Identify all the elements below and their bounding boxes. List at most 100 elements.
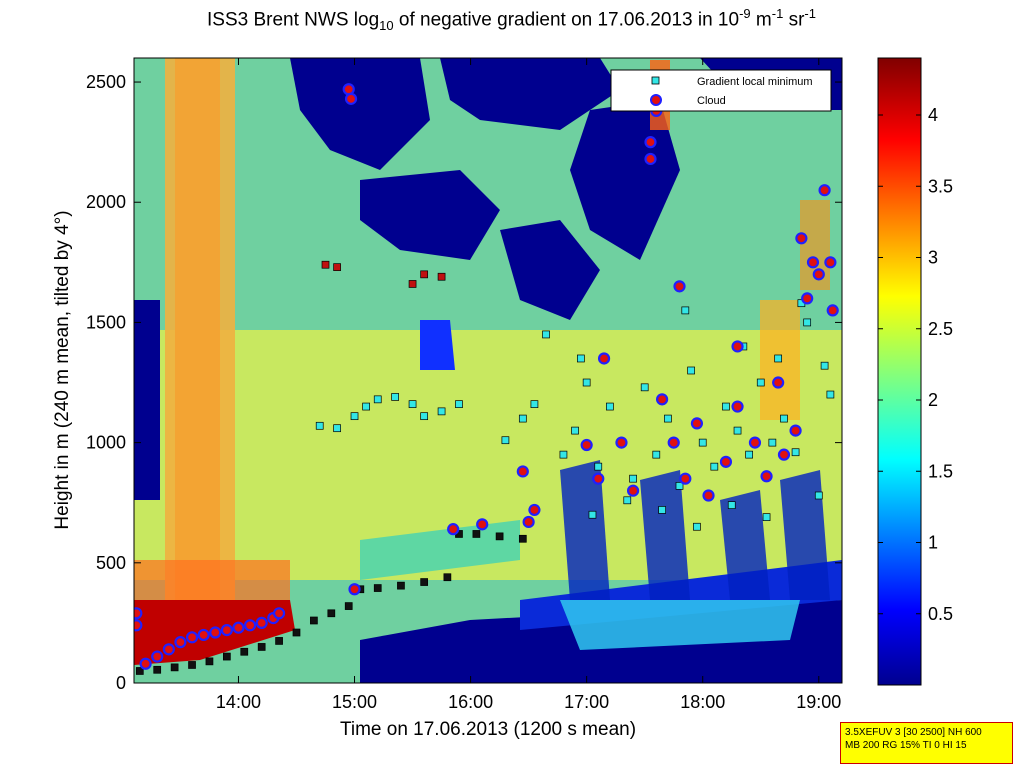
x-tick-label: 16:00 (448, 692, 493, 712)
y-tick-label: 500 (96, 553, 126, 573)
local-min-point (292, 628, 301, 637)
cloud-point (209, 626, 222, 639)
cloud-point (702, 489, 715, 502)
cloud-point (644, 136, 657, 149)
cloud-point (760, 470, 773, 483)
local-min-point (437, 272, 446, 281)
local-min-point (733, 426, 742, 435)
info-line-1: 3.5XEFUV 3 [30 2500] NH 600 (845, 727, 982, 738)
local-min-point (310, 616, 318, 625)
cloud-point (174, 636, 187, 649)
local-min-point (437, 407, 446, 416)
local-min-point (582, 378, 591, 387)
local-min-point (153, 665, 162, 674)
local-min-point (408, 280, 417, 288)
cloud-point (772, 376, 785, 389)
cloud-point (690, 417, 704, 430)
local-min-point (803, 318, 812, 327)
local-min-point (472, 530, 481, 538)
local-min-point (350, 412, 359, 421)
cloud-point (342, 83, 355, 96)
cloud-point (731, 340, 744, 353)
cloud-point (580, 438, 593, 452)
local-min-point (640, 383, 649, 392)
local-min-point (530, 400, 539, 409)
local-min-point (333, 424, 341, 433)
x-tick-label: 17:00 (564, 692, 609, 712)
local-min-point (559, 450, 568, 459)
cloud-point (806, 256, 820, 269)
scatter-series (134, 83, 839, 675)
cloud-point (522, 515, 535, 529)
cloud-point (731, 400, 744, 413)
y-axis: 0 500 1000 1500 2000 2500 (86, 72, 842, 693)
cloud-point (139, 657, 152, 670)
legend-box (610, 69, 832, 112)
y-tick-label: 0 (116, 673, 126, 693)
local-min-point (780, 414, 788, 423)
cloud-point (597, 352, 611, 365)
local-min-point (577, 354, 585, 363)
cloud-point (615, 436, 628, 449)
local-min-point (170, 663, 179, 672)
local-min-point (629, 474, 637, 483)
colorbar-tick-label: 0.5 (928, 604, 953, 624)
cloud-point (655, 393, 669, 406)
y-tick-label: 2000 (86, 192, 126, 212)
cloud-point (644, 152, 657, 166)
cloud-point (667, 436, 680, 449)
local-min-point (327, 609, 336, 618)
cloud-point (748, 436, 762, 449)
cloud-point (243, 619, 257, 632)
local-min-point (756, 378, 765, 387)
local-min-point (727, 501, 736, 509)
cloud-point (777, 448, 791, 461)
local-min-point (745, 450, 753, 459)
y-axis-label: Height in m (240 m mean, tilted by 4°) (52, 210, 73, 529)
local-min-point (594, 462, 603, 471)
cloud-point (801, 292, 814, 305)
local-min-point (223, 652, 231, 661)
y-tick-label: 2500 (86, 72, 126, 92)
local-min-point (664, 414, 672, 423)
local-min-point (693, 522, 701, 531)
local-min-point (710, 462, 719, 471)
local-min-point (652, 450, 661, 459)
cloud-point (626, 484, 640, 497)
local-min-point (571, 426, 579, 435)
cloud-point (476, 518, 489, 531)
local-min-point (321, 260, 330, 269)
legend-square-marker (651, 76, 660, 85)
cloud-point (255, 616, 268, 630)
cloud-point (232, 621, 245, 634)
colorbar (877, 57, 922, 686)
chart-title: ISS3 Brent NWS log10 of negative gradien… (207, 6, 816, 34)
cloud-point (185, 631, 199, 644)
cloud-point (679, 472, 692, 485)
colorbar-tick-label: 1 (928, 533, 938, 553)
local-min-point (315, 421, 324, 430)
local-min-point (542, 330, 550, 339)
x-tick-label: 18:00 (680, 692, 725, 712)
local-min-point (205, 657, 214, 666)
local-min-point (588, 510, 597, 519)
cloud-point (719, 455, 733, 468)
local-min-point (675, 482, 684, 490)
local-min-point (623, 496, 632, 505)
legend: Gradient local minimum Cloud (610, 69, 832, 112)
cloud-point (673, 280, 686, 293)
local-min-point (518, 534, 527, 543)
local-min-point (826, 390, 835, 399)
local-min-point (774, 354, 783, 363)
local-min-point (257, 643, 266, 651)
local-min-point (443, 573, 452, 582)
local-min-point (373, 584, 382, 592)
local-min-point (391, 393, 399, 401)
local-min-point (814, 491, 823, 500)
local-min-point (333, 263, 341, 271)
local-min-point (768, 438, 777, 447)
local-min-point (420, 412, 429, 421)
local-min-point (373, 395, 382, 404)
local-min-point (344, 602, 353, 610)
local-min-point (687, 366, 695, 375)
